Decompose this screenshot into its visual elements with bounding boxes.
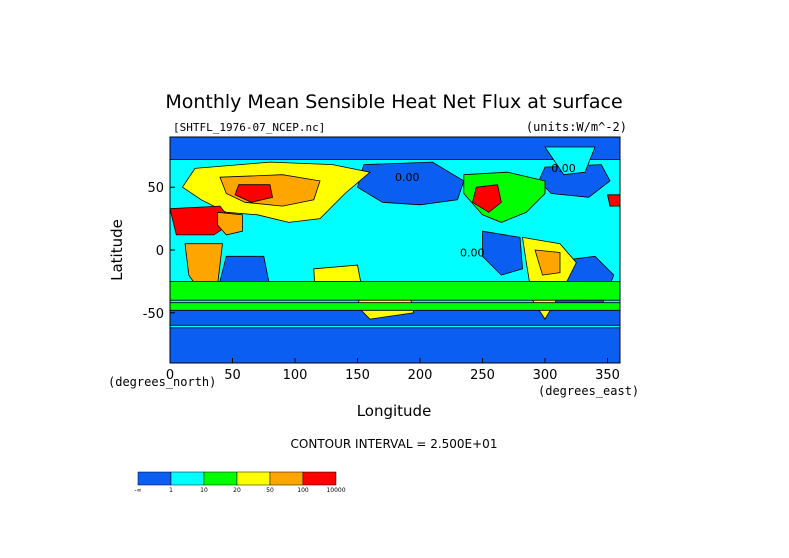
colorbar-swatch bbox=[203, 471, 238, 486]
contour-label: 0.00 bbox=[460, 246, 485, 259]
contour-label: 0.00 bbox=[395, 171, 420, 184]
flux-region-north-america-hot bbox=[472, 184, 502, 213]
colorbar: -∞ 1 10 20 50 100 10000 bbox=[134, 471, 346, 494]
x-axis-label: Longitude bbox=[357, 402, 432, 420]
flux-region-central-asia-red bbox=[234, 184, 273, 203]
y-unit-note: (degrees_north) bbox=[108, 375, 216, 389]
colorbar-swatch bbox=[236, 471, 271, 486]
x-tick-label: 200 bbox=[408, 368, 433, 383]
flux-region-arctic-ocean bbox=[170, 137, 620, 161]
colorbar-swatch bbox=[137, 471, 172, 486]
x-tick-label: 100 bbox=[283, 368, 308, 383]
chart-title: Monthly Mean Sensible Heat Net Flux at s… bbox=[165, 91, 622, 113]
colorbar-label: 50 bbox=[266, 487, 274, 494]
x-tick-label: 350 bbox=[595, 368, 620, 383]
colorbar-label: 10 bbox=[200, 487, 208, 494]
colorbar-label: 10000 bbox=[326, 487, 345, 494]
y-tick-label: 50 bbox=[147, 181, 164, 196]
colorbar-swatch bbox=[302, 471, 337, 486]
x-tick-label: 50 bbox=[224, 368, 241, 383]
flux-region-iberia-red bbox=[607, 194, 620, 207]
y-axis-label: Latitude bbox=[108, 219, 126, 281]
flux-region-antarctica-coast bbox=[170, 327, 620, 363]
x-tick-label: 250 bbox=[470, 368, 495, 383]
contour-interval-label: CONTOUR INTERVAL = 2.500E+01 bbox=[291, 437, 498, 451]
contour-label: 0.00 bbox=[551, 162, 576, 175]
flux-region-north-pacific-cool bbox=[357, 161, 465, 206]
units-label: (units:W/m^-2) bbox=[526, 120, 627, 134]
colorbar-swatch bbox=[269, 471, 304, 486]
source-file-label: [SHTFL_1976-07_NCEP.nc] bbox=[173, 121, 325, 134]
flux-region-southern-green-band bbox=[170, 302, 620, 311]
x-tick-label: 300 bbox=[533, 368, 558, 383]
y-tick-label: -50 bbox=[143, 307, 164, 322]
x-tick-label: 0 bbox=[166, 368, 174, 383]
flux-region-east-pacific-cool bbox=[482, 230, 523, 276]
y-tick-label: 0 bbox=[156, 244, 164, 259]
colorbar-swatch bbox=[170, 471, 205, 486]
x-tick-label: 150 bbox=[345, 368, 370, 383]
flux-region-tropical-belt-green bbox=[170, 280, 620, 301]
x-unit-note: (degrees_east) bbox=[538, 384, 639, 398]
map-plot-area: 0.00 0.00 0.00 bbox=[170, 137, 620, 363]
flux-region-arabia bbox=[217, 211, 243, 236]
colorbar-label: -∞ bbox=[134, 487, 141, 494]
colorbar-label: 20 bbox=[233, 487, 241, 494]
flux-region-greenland bbox=[544, 146, 596, 176]
colorbar-label: 1 bbox=[169, 487, 173, 494]
flux-region-amazon-orange bbox=[534, 249, 561, 276]
colorbar-label: 100 bbox=[297, 487, 309, 494]
